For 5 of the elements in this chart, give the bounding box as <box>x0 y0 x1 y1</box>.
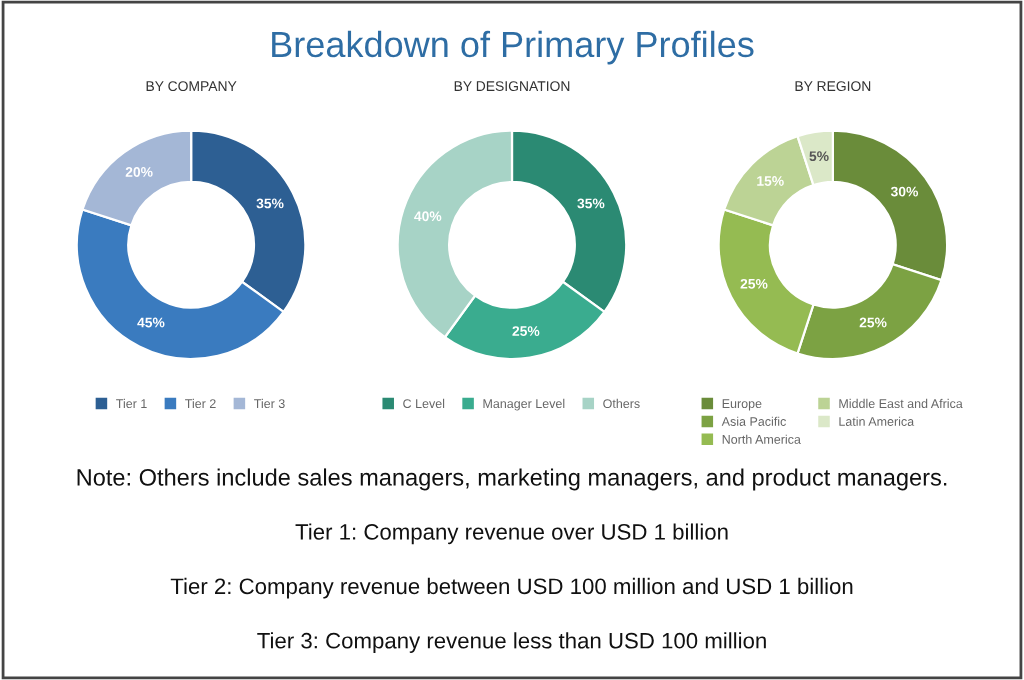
text: Tier 2: Company revenue between USD 100 million and USD 1 billion <box>170 577 853 599</box>
text: Tier 1: Company revenue over USD 1 billion <box>295 523 728 545</box>
text: Breakdown of Primary Profiles <box>272 30 754 65</box>
text: Note: Others include sales managers, marketing managers, and product managers. <box>77 468 947 491</box>
text: Tier 3: Company revenue less than USD 100 million <box>257 632 766 653</box>
